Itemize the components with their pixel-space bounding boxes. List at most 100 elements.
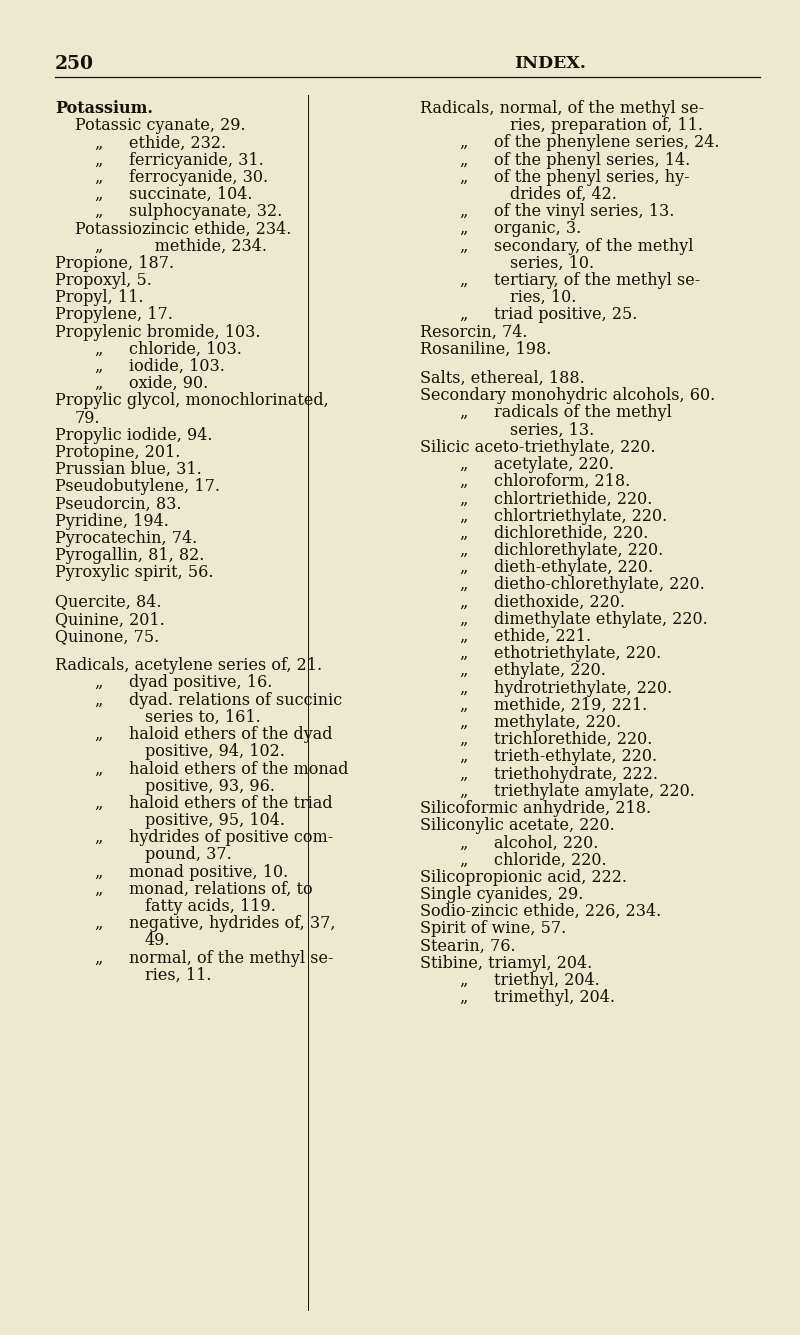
Text: „     methide, 219, 221.: „ methide, 219, 221.: [460, 697, 647, 714]
Text: Pseudorcin, 83.: Pseudorcin, 83.: [55, 495, 182, 513]
Text: Stearin, 76.: Stearin, 76.: [420, 937, 516, 955]
Text: drides of, 42.: drides of, 42.: [510, 186, 617, 203]
Text: „     haloid ethers of the dyad: „ haloid ethers of the dyad: [95, 726, 333, 744]
Text: „     alcohol, 220.: „ alcohol, 220.: [460, 834, 598, 852]
Text: „     hydrides of positive com-: „ hydrides of positive com-: [95, 829, 334, 846]
Text: Pseudobutylene, 17.: Pseudobutylene, 17.: [55, 478, 220, 495]
Text: Potassium.: Potassium.: [55, 100, 153, 117]
Text: „     normal, of the methyl se-: „ normal, of the methyl se-: [95, 949, 334, 967]
Text: Propylic iodide, 94.: Propylic iodide, 94.: [55, 427, 213, 443]
Text: Propyl, 11.: Propyl, 11.: [55, 290, 143, 306]
Text: Pyroxylic spirit, 56.: Pyroxylic spirit, 56.: [55, 565, 214, 582]
Text: Propylene, 17.: Propylene, 17.: [55, 307, 173, 323]
Text: Pyridine, 194.: Pyridine, 194.: [55, 513, 169, 530]
Text: „     trieth-ethylate, 220.: „ trieth-ethylate, 220.: [460, 749, 657, 765]
Text: ries, preparation of, 11.: ries, preparation of, 11.: [510, 117, 703, 135]
Text: „     dimethylate ethylate, 220.: „ dimethylate ethylate, 220.: [460, 611, 708, 627]
Text: „     of the phenyl series, hy-: „ of the phenyl series, hy-: [460, 168, 690, 186]
Text: series, 10.: series, 10.: [510, 255, 594, 272]
Text: „     chloride, 103.: „ chloride, 103.: [95, 340, 242, 358]
Text: „     dyad. relations of succinic: „ dyad. relations of succinic: [95, 692, 342, 709]
Text: „     dyad positive, 16.: „ dyad positive, 16.: [95, 674, 272, 692]
Text: series, 13.: series, 13.: [510, 422, 594, 439]
Text: „     chlortriethylate, 220.: „ chlortriethylate, 220.: [460, 507, 667, 525]
Text: „     monad, relations of, to: „ monad, relations of, to: [95, 881, 313, 898]
Text: „     sulphocyanate, 32.: „ sulphocyanate, 32.: [95, 203, 282, 220]
Text: „     ethotriethylate, 220.: „ ethotriethylate, 220.: [460, 645, 662, 662]
Text: Pyrogallin, 81, 82.: Pyrogallin, 81, 82.: [55, 547, 204, 565]
Text: Rosaniline, 198.: Rosaniline, 198.: [420, 340, 551, 358]
Text: pound, 37.: pound, 37.: [145, 846, 232, 864]
Text: 250: 250: [55, 55, 94, 73]
Text: „     triad positive, 25.: „ triad positive, 25.: [460, 307, 638, 323]
Text: Quinone, 75.: Quinone, 75.: [55, 627, 159, 645]
Text: Siliconylic acetate, 220.: Siliconylic acetate, 220.: [420, 817, 614, 834]
Text: „     hydrotriethylate, 220.: „ hydrotriethylate, 220.: [460, 680, 672, 697]
Text: „     dichlorethide, 220.: „ dichlorethide, 220.: [460, 525, 648, 542]
Text: Quinine, 201.: Quinine, 201.: [55, 611, 165, 627]
Text: „     trichlorethide, 220.: „ trichlorethide, 220.: [460, 732, 652, 748]
Text: Protopine, 201.: Protopine, 201.: [55, 445, 180, 461]
Text: „     haloid ethers of the monad: „ haloid ethers of the monad: [95, 761, 349, 777]
Text: positive, 95, 104.: positive, 95, 104.: [145, 812, 285, 829]
Text: 79.: 79.: [75, 410, 101, 427]
Text: „     monad positive, 10.: „ monad positive, 10.: [95, 864, 288, 881]
Text: „     ethylate, 220.: „ ethylate, 220.: [460, 662, 606, 680]
Text: „     triethyl, 204.: „ triethyl, 204.: [460, 972, 600, 989]
Text: Resorcin, 74.: Resorcin, 74.: [420, 323, 527, 340]
Text: Propylic glycol, monochlorinated,: Propylic glycol, monochlorinated,: [55, 392, 329, 410]
Text: Propoxyl, 5.: Propoxyl, 5.: [55, 272, 152, 288]
Text: „     negative, hydrides of, 37,: „ negative, hydrides of, 37,: [95, 916, 335, 932]
Text: „     dietho-chlorethylate, 220.: „ dietho-chlorethylate, 220.: [460, 577, 705, 594]
Text: Stibine, triamyl, 204.: Stibine, triamyl, 204.: [420, 955, 592, 972]
Text: „     ferricyanide, 31.: „ ferricyanide, 31.: [95, 152, 264, 168]
Text: „     haloid ethers of the triad: „ haloid ethers of the triad: [95, 794, 333, 812]
Text: „     secondary, of the methyl: „ secondary, of the methyl: [460, 238, 694, 255]
Text: „     trimethyl, 204.: „ trimethyl, 204.: [460, 989, 615, 1007]
Text: Radicals, acetylene series of, 21.: Radicals, acetylene series of, 21.: [55, 657, 322, 674]
Text: ries, 11.: ries, 11.: [145, 967, 211, 984]
Text: fatty acids, 119.: fatty acids, 119.: [145, 898, 276, 914]
Text: Silicopropionic acid, 222.: Silicopropionic acid, 222.: [420, 869, 627, 886]
Text: Single cyanides, 29.: Single cyanides, 29.: [420, 886, 583, 902]
Text: „     acetylate, 220.: „ acetylate, 220.: [460, 457, 614, 473]
Text: Silicoformic anhydride, 218.: Silicoformic anhydride, 218.: [420, 800, 651, 817]
Text: series to, 161.: series to, 161.: [145, 709, 261, 726]
Text: „     chloride, 220.: „ chloride, 220.: [460, 852, 606, 869]
Text: „     dieth-ethylate, 220.: „ dieth-ethylate, 220.: [460, 559, 653, 577]
Text: Salts, ethereal, 188.: Salts, ethereal, 188.: [420, 370, 585, 387]
Text: Pyrocatechin, 74.: Pyrocatechin, 74.: [55, 530, 198, 547]
Text: positive, 93, 96.: positive, 93, 96.: [145, 778, 275, 794]
Text: „          methide, 234.: „ methide, 234.: [95, 238, 267, 255]
Text: „     ethide, 232.: „ ethide, 232.: [95, 135, 226, 151]
Text: „     dichlorethylate, 220.: „ dichlorethylate, 220.: [460, 542, 663, 559]
Text: „     of the vinyl series, 13.: „ of the vinyl series, 13.: [460, 203, 674, 220]
Text: „     methylate, 220.: „ methylate, 220.: [460, 714, 621, 732]
Text: „     succinate, 104.: „ succinate, 104.: [95, 186, 253, 203]
Text: Propylenic bromide, 103.: Propylenic bromide, 103.: [55, 323, 261, 340]
Text: ries, 10.: ries, 10.: [510, 290, 576, 306]
Text: Potassic cyanate, 29.: Potassic cyanate, 29.: [75, 117, 246, 135]
Text: „     radicals of the methyl: „ radicals of the methyl: [460, 405, 672, 422]
Text: „     tertiary, of the methyl se-: „ tertiary, of the methyl se-: [460, 272, 700, 288]
Text: „     iodide, 103.: „ iodide, 103.: [95, 358, 225, 375]
Text: „     ethide, 221.: „ ethide, 221.: [460, 627, 591, 645]
Text: „     triethylate amylate, 220.: „ triethylate amylate, 220.: [460, 782, 695, 800]
Text: „     organic, 3.: „ organic, 3.: [460, 220, 582, 238]
Text: „     chlortriethide, 220.: „ chlortriethide, 220.: [460, 490, 652, 507]
Text: „     triethohydrate, 222.: „ triethohydrate, 222.: [460, 766, 658, 782]
Text: Quercite, 84.: Quercite, 84.: [55, 594, 162, 610]
Text: „     oxide, 90.: „ oxide, 90.: [95, 375, 208, 392]
Text: Prussian blue, 31.: Prussian blue, 31.: [55, 461, 202, 478]
Text: positive, 94, 102.: positive, 94, 102.: [145, 744, 285, 760]
Text: Secondary monohydric alcohols, 60.: Secondary monohydric alcohols, 60.: [420, 387, 715, 405]
Text: „     ferrocyanide, 30.: „ ferrocyanide, 30.: [95, 168, 268, 186]
Text: Potassiozincic ethide, 234.: Potassiozincic ethide, 234.: [75, 220, 291, 238]
Text: „     chloroform, 218.: „ chloroform, 218.: [460, 473, 630, 490]
Text: 49.: 49.: [145, 932, 170, 949]
Text: „     diethoxide, 220.: „ diethoxide, 220.: [460, 594, 625, 610]
Text: Silicic aceto-triethylate, 220.: Silicic aceto-triethylate, 220.: [420, 439, 656, 455]
Text: INDEX.: INDEX.: [514, 55, 586, 72]
Text: „     of the phenylene series, 24.: „ of the phenylene series, 24.: [460, 135, 719, 151]
Text: „     of the phenyl series, 14.: „ of the phenyl series, 14.: [460, 152, 690, 168]
